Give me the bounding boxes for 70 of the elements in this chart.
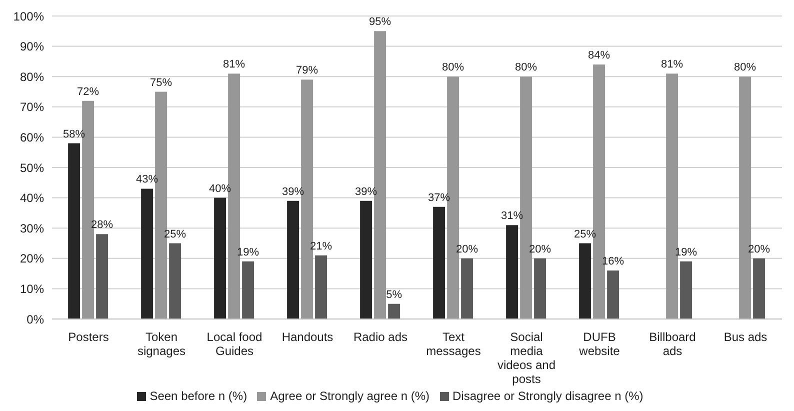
data-label: 31% [501, 210, 524, 222]
data-label: 25% [574, 228, 596, 240]
x-tick-label: DUFB website [578, 330, 620, 358]
bar [388, 304, 400, 319]
y-tick-label: 20% [20, 252, 44, 266]
x-tick-label: Social media videos and posts [497, 330, 556, 386]
bar [96, 234, 108, 319]
bar [141, 188, 154, 319]
x-tick-label: Posters [68, 330, 109, 344]
bar [461, 258, 474, 319]
data-label: 80% [734, 62, 756, 74]
y-tick-label: 10% [20, 282, 44, 296]
x-tick-label: Bus ads [724, 330, 768, 344]
bar [753, 258, 766, 319]
bar [579, 243, 592, 319]
x-tick-label: Handouts [282, 330, 334, 344]
data-label: 75% [150, 76, 172, 89]
bar [360, 200, 372, 319]
data-label: 43% [136, 174, 158, 186]
x-tick-label: Radio ads [353, 330, 408, 344]
data-label: 21% [310, 240, 332, 252]
x-tick-label: Local food Guides [206, 330, 262, 358]
bar [287, 200, 300, 319]
y-tick-label: 70% [20, 100, 44, 114]
y-tick-label: 30% [20, 221, 44, 236]
data-label: 80% [442, 62, 464, 74]
bar [534, 258, 546, 319]
y-tick-label: 80% [20, 70, 44, 84]
data-label: 25% [164, 228, 186, 240]
bar [315, 255, 328, 319]
data-label: 84% [588, 49, 610, 62]
bar [506, 225, 518, 319]
x-tick-label: Text messages [426, 330, 481, 358]
data-label: 80% [515, 62, 538, 74]
data-label: 20% [529, 243, 552, 256]
bar [433, 206, 446, 319]
data-label: 5% [386, 288, 402, 301]
data-label: 81% [223, 58, 246, 71]
bar [68, 143, 80, 319]
legend-label: Disagree or Strongly disagree n (%) [452, 389, 644, 403]
bar [680, 261, 692, 319]
y-tick-label: 60% [20, 130, 44, 144]
x-tick-label: Billboard ads [649, 330, 696, 358]
bar [214, 198, 226, 319]
bar [169, 243, 182, 319]
legend-label: Agree or Strongly agree n (%) [270, 389, 430, 403]
bar [607, 270, 620, 319]
x-tick-label: Token signages [137, 330, 186, 358]
data-label: 58% [63, 128, 86, 140]
data-label: 28% [91, 219, 114, 232]
legend-label: Seen before n (%) [150, 389, 248, 403]
data-label: 20% [456, 243, 478, 256]
data-label: 40% [209, 182, 232, 195]
data-label: 37% [428, 192, 450, 204]
y-tick-label: 90% [20, 40, 44, 54]
data-label: 95% [369, 16, 392, 28]
data-label: 39% [282, 186, 304, 198]
data-label: 19% [237, 246, 260, 258]
data-label: 72% [77, 86, 100, 98]
data-label: 19% [675, 246, 698, 258]
y-tick-label: 100% [13, 9, 44, 24]
data-label: 81% [661, 58, 684, 71]
y-tick-label: 0% [26, 312, 44, 326]
bar [242, 261, 254, 319]
data-label: 16% [602, 256, 624, 268]
y-tick-label: 40% [20, 191, 44, 206]
data-label: 39% [355, 186, 378, 198]
data-label: 79% [296, 64, 318, 77]
y-tick-label: 50% [20, 160, 44, 175]
data-label: 20% [748, 243, 770, 256]
